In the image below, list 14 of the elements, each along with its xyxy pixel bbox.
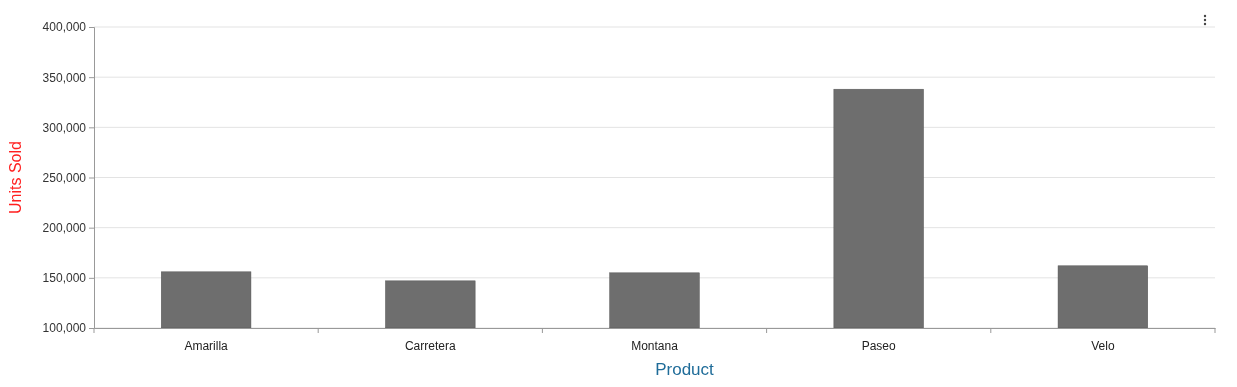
y-tick-label: 350,000 [42,70,87,85]
x-tick-label: Carretera [404,339,456,354]
y-tick-label: 400,000 [42,20,87,35]
x-tick-label: Velo [1091,339,1115,354]
x-axis-title: Product [655,360,715,379]
x-tick-label: Amarilla [184,339,229,354]
y-tick-label: 250,000 [42,170,87,185]
y-tick-label: 200,000 [42,221,87,236]
y-axis-title: Units Sold [7,141,24,214]
y-tick-label: 100,000 [42,321,87,336]
y-tick-label: 300,000 [42,120,87,135]
x-tick-label: Paseo [861,339,897,354]
y-tick-label: 150,000 [42,271,87,286]
x-tick-label: Montana [631,339,679,354]
